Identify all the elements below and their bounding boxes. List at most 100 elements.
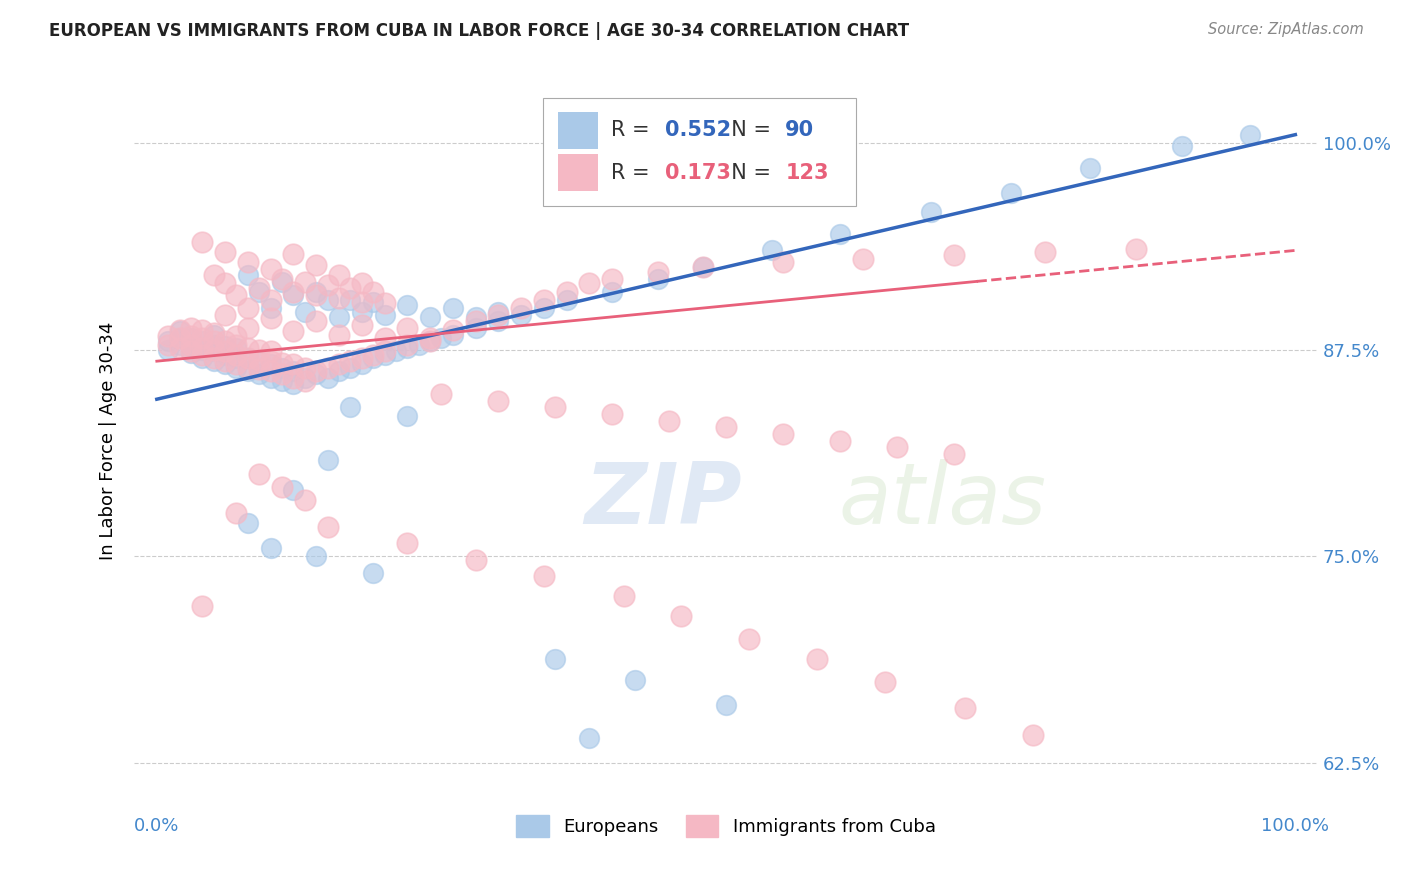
Point — [373, 331, 395, 345]
Point — [408, 337, 430, 351]
Point — [236, 255, 259, 269]
Point — [339, 401, 361, 415]
Point — [419, 334, 441, 349]
Point — [373, 344, 395, 359]
Point — [294, 275, 316, 289]
Point — [271, 368, 294, 382]
Point — [236, 351, 259, 365]
Point — [169, 331, 191, 345]
Point — [510, 308, 533, 322]
Point — [533, 569, 555, 583]
Point — [692, 260, 714, 274]
Point — [806, 652, 828, 666]
Point — [373, 308, 395, 322]
Point — [714, 698, 737, 712]
Point — [180, 339, 202, 353]
Point — [1170, 139, 1192, 153]
Point — [419, 334, 441, 349]
Point — [294, 304, 316, 318]
Point — [464, 552, 486, 566]
Point — [316, 370, 339, 384]
Point — [305, 549, 328, 564]
Point — [692, 260, 714, 274]
Point — [247, 362, 270, 376]
Point — [1000, 186, 1022, 200]
Point — [294, 370, 316, 384]
Point — [658, 414, 681, 428]
Point — [578, 277, 600, 291]
Point — [202, 268, 225, 283]
Point — [544, 652, 567, 666]
Point — [430, 387, 453, 401]
Point — [942, 248, 965, 262]
Point — [247, 343, 270, 357]
Point — [202, 351, 225, 365]
Point — [236, 364, 259, 378]
Point — [419, 310, 441, 324]
Text: EUROPEAN VS IMMIGRANTS FROM CUBA IN LABOR FORCE | AGE 30-34 CORRELATION CHART: EUROPEAN VS IMMIGRANTS FROM CUBA IN LABO… — [49, 22, 910, 40]
Point — [236, 341, 259, 355]
Point — [259, 358, 281, 372]
Point — [328, 327, 350, 342]
Point — [202, 326, 225, 340]
Point — [361, 347, 384, 361]
Point — [761, 244, 783, 258]
Point — [225, 288, 247, 302]
Point — [316, 278, 339, 293]
Point — [191, 599, 214, 613]
Point — [214, 358, 236, 372]
Point — [578, 731, 600, 746]
Point — [180, 344, 202, 359]
Point — [738, 632, 761, 646]
Text: 123: 123 — [786, 162, 828, 183]
Point — [396, 321, 419, 335]
Point — [305, 288, 328, 302]
Point — [283, 285, 305, 299]
Point — [350, 277, 373, 291]
Point — [533, 293, 555, 307]
Point — [283, 483, 305, 497]
Text: R =: R = — [612, 162, 657, 183]
Point — [247, 467, 270, 481]
Point — [772, 255, 794, 269]
Point — [942, 447, 965, 461]
Point — [828, 227, 851, 241]
Point — [464, 310, 486, 324]
Point — [350, 294, 373, 309]
Point — [191, 331, 214, 345]
Point — [669, 608, 692, 623]
Point — [225, 358, 247, 372]
Point — [202, 334, 225, 349]
Point — [283, 246, 305, 260]
Point — [259, 301, 281, 316]
Point — [247, 352, 270, 367]
Point — [464, 314, 486, 328]
Point — [464, 321, 486, 335]
Point — [647, 271, 669, 285]
Point — [169, 337, 191, 351]
Point — [544, 401, 567, 415]
Point — [236, 516, 259, 531]
Point — [852, 252, 875, 266]
Point — [294, 493, 316, 508]
Point — [647, 265, 669, 279]
Point — [886, 440, 908, 454]
Point — [157, 329, 180, 343]
Point — [225, 329, 247, 343]
Point — [169, 341, 191, 355]
Point — [271, 271, 294, 285]
Point — [533, 301, 555, 316]
Point — [283, 364, 305, 378]
Point — [214, 339, 236, 353]
Point — [259, 311, 281, 326]
Point — [271, 360, 294, 375]
Text: R =: R = — [612, 120, 657, 140]
Point — [191, 343, 214, 357]
Point — [180, 331, 202, 345]
Point — [486, 304, 509, 318]
Point — [191, 334, 214, 349]
Point — [361, 285, 384, 299]
Point — [202, 327, 225, 342]
Point — [247, 281, 270, 295]
Point — [316, 360, 339, 375]
